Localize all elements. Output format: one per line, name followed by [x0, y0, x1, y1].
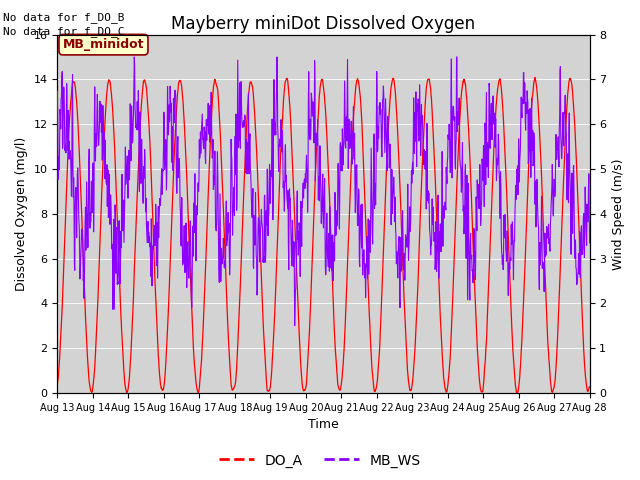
Text: No data for f_DO_C: No data for f_DO_C — [3, 26, 125, 37]
Text: No data for f_DO_B: No data for f_DO_B — [3, 12, 125, 23]
Y-axis label: Wind Speed (m/s): Wind Speed (m/s) — [612, 158, 625, 270]
X-axis label: Time: Time — [308, 419, 339, 432]
Title: Mayberry miniDot Dissolved Oxygen: Mayberry miniDot Dissolved Oxygen — [172, 15, 476, 33]
Legend: DO_A, MB_WS: DO_A, MB_WS — [214, 448, 426, 473]
Y-axis label: Dissolved Oxygen (mg/l): Dissolved Oxygen (mg/l) — [15, 137, 28, 291]
Text: MB_minidot: MB_minidot — [63, 38, 144, 51]
